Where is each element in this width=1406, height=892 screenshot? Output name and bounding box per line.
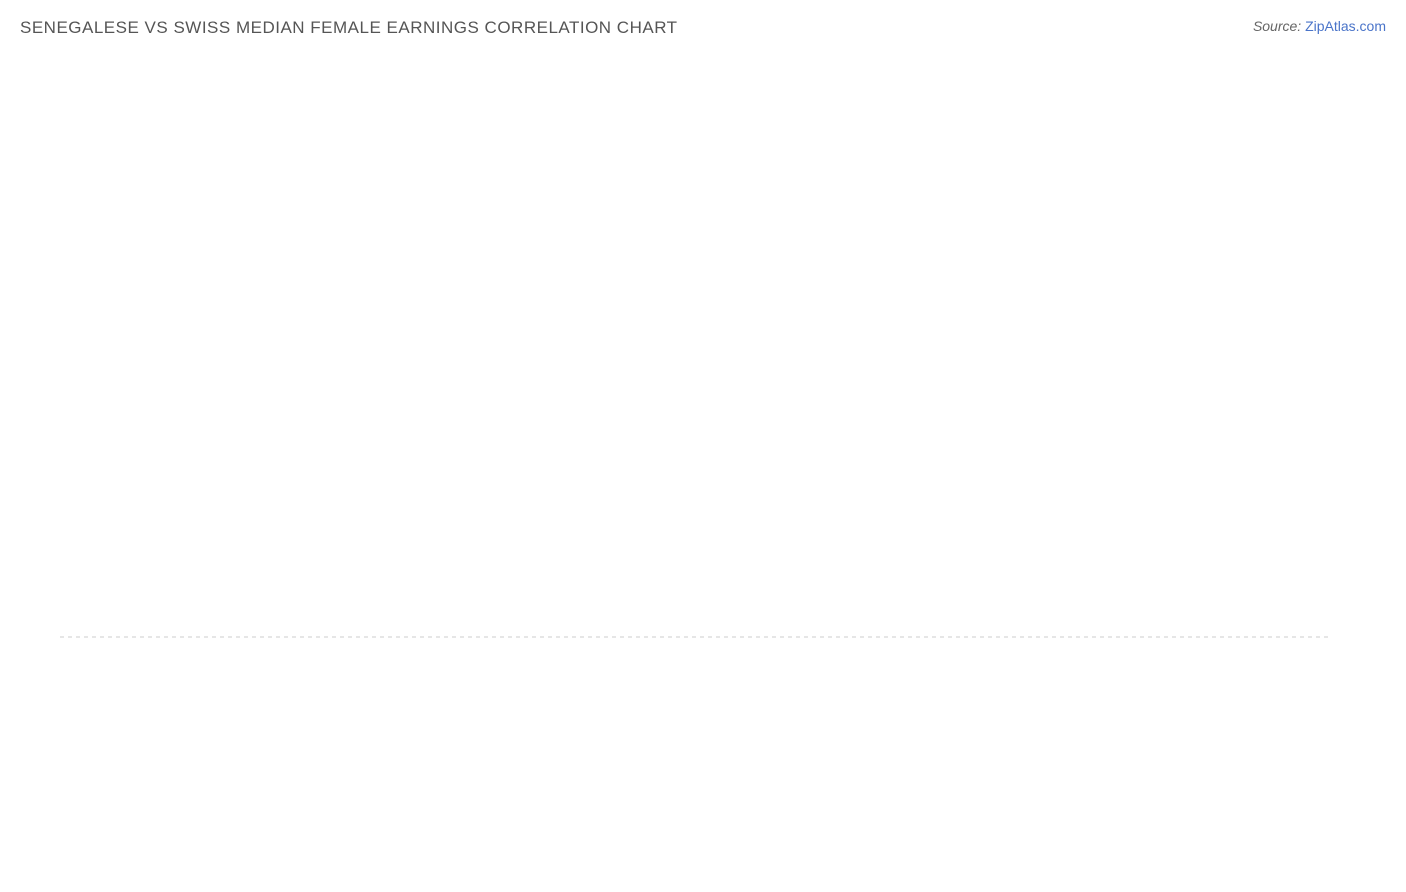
chart-header: SENEGALESE VS SWISS MEDIAN FEMALE EARNIN… <box>20 18 1386 48</box>
chart-area <box>20 52 1386 872</box>
source-label: Source: <box>1253 18 1305 34</box>
source-value: ZipAtlas.com <box>1305 18 1386 34</box>
source: Source: ZipAtlas.com <box>1253 18 1386 34</box>
chart-title: SENEGALESE VS SWISS MEDIAN FEMALE EARNIN… <box>20 18 678 37</box>
scatter-chart <box>20 52 1386 872</box>
